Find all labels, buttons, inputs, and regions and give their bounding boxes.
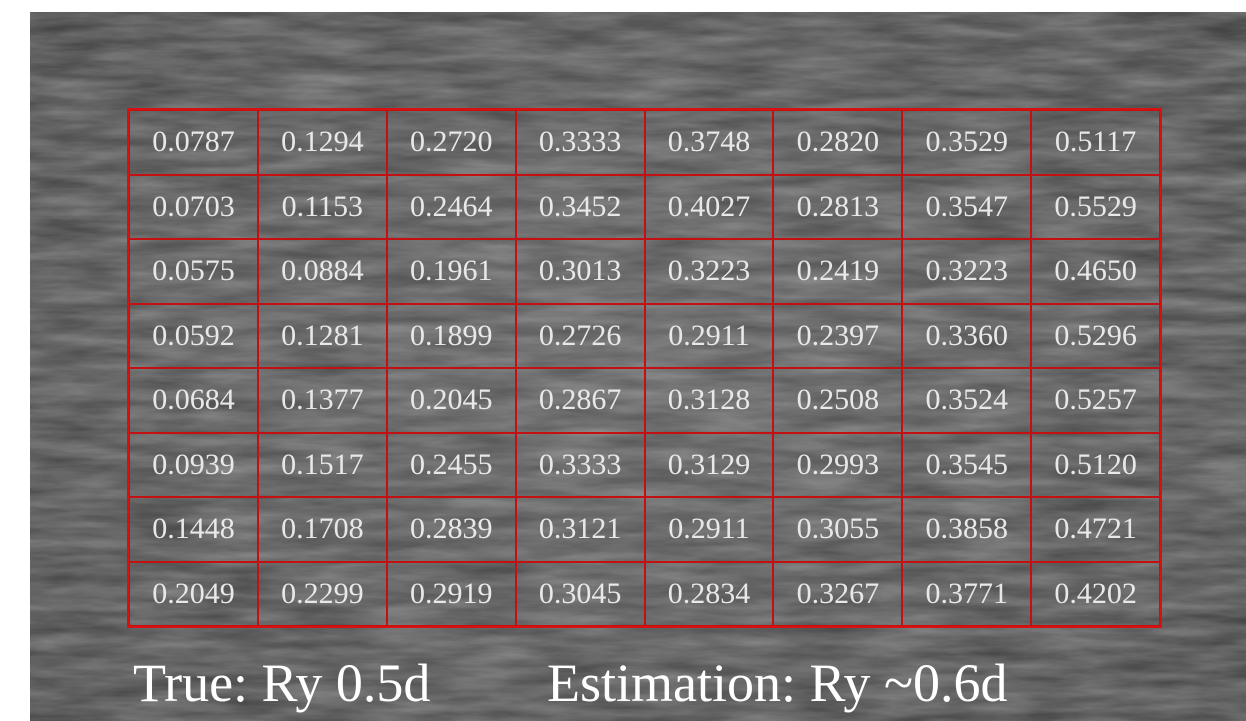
cell: 0.2839 [387, 497, 516, 562]
cell: 0.2045 [387, 368, 516, 433]
cell: 0.3267 [773, 562, 902, 627]
cell: 0.2820 [773, 110, 902, 175]
cell: 0.5257 [1031, 368, 1160, 433]
cell: 0.3748 [645, 110, 774, 175]
cell: 0.1153 [258, 175, 387, 240]
cell: 0.2049 [129, 562, 258, 627]
cell: 0.3524 [902, 368, 1031, 433]
cell: 0.2299 [258, 562, 387, 627]
cell: 0.3223 [902, 239, 1031, 304]
cell: 0.3545 [902, 433, 1031, 498]
cell: 0.0703 [129, 175, 258, 240]
cell: 0.3360 [902, 304, 1031, 369]
cell: 0.5117 [1031, 110, 1160, 175]
cell: 0.2867 [516, 368, 645, 433]
cell: 0.0939 [129, 433, 258, 498]
cell: 0.3121 [516, 497, 645, 562]
cell: 0.3333 [516, 433, 645, 498]
cell: 0.4202 [1031, 562, 1160, 627]
cell: 0.0684 [129, 368, 258, 433]
caption-truth: True: Ry 0.5d [133, 652, 430, 714]
cell: 0.4027 [645, 175, 774, 240]
cell: 0.2455 [387, 433, 516, 498]
cell: 0.3013 [516, 239, 645, 304]
cell: 0.2397 [773, 304, 902, 369]
cell: 0.1708 [258, 497, 387, 562]
cell: 0.0884 [258, 239, 387, 304]
cell: 0.2911 [645, 497, 774, 562]
cell: 0.3529 [902, 110, 1031, 175]
cell: 0.2919 [387, 562, 516, 627]
cell: 0.2993 [773, 433, 902, 498]
cell: 0.2911 [645, 304, 774, 369]
cell: 0.5529 [1031, 175, 1160, 240]
cell: 0.3771 [902, 562, 1031, 627]
cell: 0.1517 [258, 433, 387, 498]
cell: 0.0787 [129, 110, 258, 175]
cell: 0.0592 [129, 304, 258, 369]
cell: 0.4721 [1031, 497, 1160, 562]
cell: 0.1294 [258, 110, 387, 175]
cell: 0.2726 [516, 304, 645, 369]
caption-estimate: Estimation: Ry ~0.6d [547, 652, 1008, 714]
cell: 0.2813 [773, 175, 902, 240]
cell: 0.3547 [902, 175, 1031, 240]
cell: 0.3452 [516, 175, 645, 240]
cell: 0.3128 [645, 368, 774, 433]
cell: 0.5120 [1031, 433, 1160, 498]
cell: 0.4650 [1031, 239, 1160, 304]
cell: 0.3858 [902, 497, 1031, 562]
cell: 0.3045 [516, 562, 645, 627]
cell: 0.2464 [387, 175, 516, 240]
page: 0.07870.12940.27200.33330.37480.28200.35… [0, 0, 1246, 721]
cell: 0.2419 [773, 239, 902, 304]
cell: 0.0575 [129, 239, 258, 304]
cell: 0.2720 [387, 110, 516, 175]
cell: 0.1961 [387, 239, 516, 304]
cell: 0.3129 [645, 433, 774, 498]
cell: 0.3223 [645, 239, 774, 304]
cell: 0.3055 [773, 497, 902, 562]
cell: 0.2834 [645, 562, 774, 627]
cell: 0.3333 [516, 110, 645, 175]
cell: 0.1377 [258, 368, 387, 433]
cell: 0.1899 [387, 304, 516, 369]
cell: 0.5296 [1031, 304, 1160, 369]
cell: 0.1281 [258, 304, 387, 369]
cell: 0.1448 [129, 497, 258, 562]
cell: 0.2508 [773, 368, 902, 433]
